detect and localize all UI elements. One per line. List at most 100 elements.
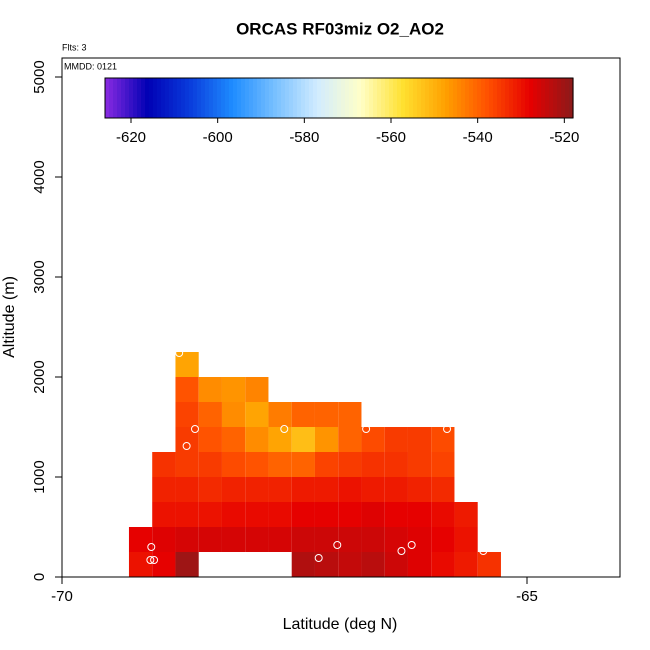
colorbar-swatch (361, 78, 366, 118)
colorbar-swatch (341, 78, 346, 118)
heat-cell (361, 452, 385, 477)
colorbar-swatch (493, 78, 498, 118)
heat-cell (338, 527, 362, 552)
heat-cell (221, 377, 246, 402)
heat-cell (407, 427, 432, 452)
colorbar-swatch (125, 78, 130, 118)
heat-cell (361, 427, 385, 452)
heat-cell (431, 527, 455, 552)
annotation: MMDD: 0121 (64, 61, 117, 71)
colorbar-swatch (249, 78, 254, 118)
colorbar-swatch (381, 78, 386, 118)
colorbar-swatch (445, 78, 450, 118)
colorbar-swatch (497, 78, 502, 118)
heat-cell (268, 402, 292, 427)
colorbar-swatch (529, 78, 534, 118)
colorbar-swatch (313, 78, 318, 118)
x-tick-label: -70 (51, 588, 73, 605)
y-tick-label: 3000 (31, 260, 48, 293)
heat-cell (361, 502, 385, 527)
colorbar-swatch (229, 78, 234, 118)
heat-cell (314, 502, 339, 527)
heat-cell (245, 402, 269, 427)
heat-cell (268, 477, 292, 502)
heat-cell (431, 552, 455, 577)
heat-cell (384, 477, 408, 502)
colorbar-swatch (145, 78, 150, 118)
heat-cell (291, 502, 315, 527)
heat-cell (175, 477, 199, 502)
colorbar-swatch (317, 78, 322, 118)
subtitle: Flts: 3 (62, 42, 87, 52)
flight-point (150, 556, 159, 564)
flight-point (333, 541, 342, 549)
colorbar-swatch (429, 78, 434, 118)
colorbar-swatch (333, 78, 338, 118)
flight-point (314, 554, 323, 562)
colorbar-swatch (425, 78, 430, 118)
heat-cell (175, 502, 199, 527)
colorbar-swatch (297, 78, 302, 118)
heat-cell (431, 477, 455, 502)
colorbar-swatch (569, 78, 574, 118)
flight-point (479, 547, 488, 555)
flight-point (147, 543, 156, 551)
heat-cell (477, 552, 501, 577)
heat-cell (152, 452, 176, 477)
colorbar-swatch (541, 78, 546, 118)
flight-point (175, 349, 184, 357)
colorbar-swatch (433, 78, 438, 118)
heat-cell (338, 502, 362, 527)
colorbar-swatch (205, 78, 210, 118)
heat-cell (245, 502, 269, 527)
colorbar-swatch (349, 78, 354, 118)
heat-cell (314, 427, 339, 452)
colorbar-swatch (521, 78, 526, 118)
colorbar-swatch (265, 78, 270, 118)
colorbar-swatch (213, 78, 218, 118)
colorbar-swatch (401, 78, 406, 118)
colorbar-swatch (257, 78, 262, 118)
colorbar-swatch (293, 78, 298, 118)
heat-cell (175, 452, 199, 477)
colorbar-swatch (169, 78, 174, 118)
colorbar-frame (104, 77, 574, 119)
heat-cell (361, 527, 385, 552)
flight-point (443, 425, 452, 433)
colorbar-swatch (557, 78, 562, 118)
colorbar-swatch (365, 78, 370, 118)
heat-cell (221, 427, 246, 452)
heat-cell (314, 527, 339, 552)
colorbar-swatch (337, 78, 342, 118)
heat-cell (431, 452, 455, 477)
flight-point (190, 425, 199, 433)
colorbar-swatch (437, 78, 442, 118)
heat-cell (128, 552, 153, 577)
heat-cell (291, 527, 315, 552)
heat-cell (314, 402, 339, 427)
colorbar-swatch (321, 78, 326, 118)
heat-cell (245, 427, 269, 452)
colorbar-swatch (513, 78, 518, 118)
colorbar-swatch (233, 78, 238, 118)
heat-cell (221, 502, 246, 527)
colorbar-swatch (553, 78, 558, 118)
colorbar-swatch (373, 78, 378, 118)
colorbar-swatch (545, 78, 550, 118)
colorbar-swatch (393, 78, 398, 118)
heat-cell (338, 477, 362, 502)
heat-cell (291, 402, 315, 427)
heat-cell (152, 527, 176, 552)
y-tick-label: 1000 (31, 460, 48, 493)
colorbar-swatch (109, 78, 114, 118)
colorbar-swatch (281, 78, 286, 118)
heat-cell (245, 527, 269, 552)
colorbar-swatch (237, 78, 242, 118)
heat-cell (338, 402, 362, 427)
colorbar-swatch (353, 78, 358, 118)
colorbar-swatch (325, 78, 330, 118)
heat-cell (454, 502, 478, 527)
heat-cell (245, 477, 269, 502)
heat-cell (152, 502, 176, 527)
